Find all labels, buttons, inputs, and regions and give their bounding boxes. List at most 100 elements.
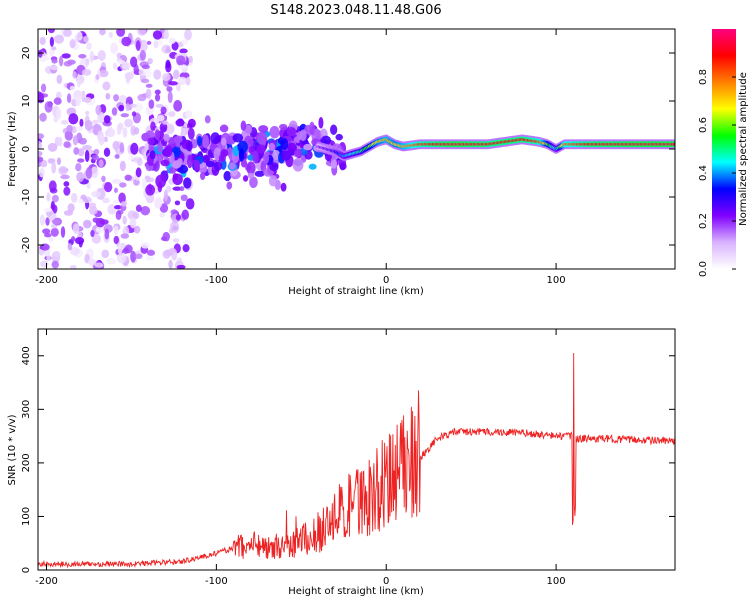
spectrogram-blob (163, 189, 168, 202)
spectrogram-blob (184, 29, 192, 41)
spectrogram-blob (38, 156, 44, 163)
spectrogram-blob (46, 192, 51, 202)
spectrogram-blob (120, 201, 127, 207)
spectrogram-blob (154, 197, 163, 209)
spectrogram-blob (148, 99, 155, 109)
spectrogram-blob (118, 104, 125, 112)
spectrogram-blob (294, 148, 303, 158)
spectrogram-blob (193, 159, 200, 171)
spectrogram-blob (162, 249, 171, 259)
spectrogram-blob (58, 55, 64, 67)
spectrogram-blob (86, 42, 92, 51)
spectrogram-blob (60, 226, 66, 238)
spectrogram-blob (76, 75, 82, 88)
spectrogram-blob (141, 177, 147, 190)
spectrogram-blob (176, 82, 181, 92)
spectrogram-blob (93, 148, 100, 156)
spectrogram-blob (112, 140, 120, 151)
spectrogram-blob (112, 62, 118, 70)
spectrogram-blob (48, 180, 57, 192)
spectrogram-blob (84, 120, 93, 131)
spectrogram-blob (335, 133, 343, 141)
spectrogram-blob (43, 207, 53, 213)
spectrogram-blob (120, 233, 130, 239)
spectrogram-blob (39, 36, 46, 46)
spectrogram-blob (70, 247, 80, 256)
spectrogram-blob (166, 86, 173, 92)
spectrogram-blob (111, 107, 118, 116)
spectrogram-blob (39, 260, 49, 268)
spectrogram-blob (280, 138, 289, 151)
spectrogram-blob (50, 65, 58, 71)
spectrogram-xtick-label: 0 (383, 275, 389, 286)
spectrogram-blob (229, 162, 236, 170)
spectrogram-blob (78, 53, 87, 59)
spectrogram-blob (67, 243, 73, 251)
spectrogram-blob (49, 36, 54, 47)
spectrogram-blob (129, 103, 137, 108)
spectrogram-blob (50, 227, 59, 237)
spectrogram-blob (38, 133, 45, 140)
spectrogram-blob (187, 127, 195, 140)
spectrogram-blob (128, 154, 134, 161)
spectrogram-blob (76, 31, 83, 41)
spectrogram-blob (99, 29, 106, 36)
spectrogram-blob (135, 204, 142, 212)
spectrogram-blob (106, 257, 117, 265)
snr-xtick-label: 100 (547, 576, 566, 587)
spectrogram-blob (247, 172, 255, 179)
spectrogram-blob (299, 129, 307, 142)
spectrogram-blob (88, 206, 98, 215)
spectrogram-blob (146, 40, 152, 45)
spectrogram-blob (124, 174, 132, 181)
spectrogram-blob (140, 205, 151, 216)
spectrogram-blob (75, 163, 82, 172)
spectrogram-blob (84, 150, 90, 163)
spectrogram-blob (172, 226, 179, 231)
spectrogram-blob (44, 101, 53, 113)
spectrogram-blob (227, 147, 233, 158)
ridge-core (672, 142, 675, 146)
spectrogram-blob (202, 134, 210, 149)
spectrogram-blob (111, 178, 122, 184)
spectrogram-blob (145, 163, 154, 172)
spectrogram-blob (51, 58, 58, 64)
spectrogram-blob (38, 140, 43, 150)
spectrogram-blob (140, 242, 150, 249)
spectrogram-blob (144, 67, 152, 79)
spectrogram-blob (145, 184, 156, 196)
spectrogram-blob (95, 74, 100, 81)
spectrogram-blob (219, 124, 229, 133)
spectrogram-blob (117, 243, 123, 255)
spectrogram-blob (177, 76, 187, 86)
spectrogram-blob (98, 134, 105, 146)
spectrogram-blob (51, 46, 57, 51)
spectrogram-blob (115, 210, 122, 221)
spectrogram-blob (179, 185, 185, 192)
spectrogram-blob (162, 120, 168, 125)
spectrogram-blob (134, 127, 140, 135)
spectrogram-blob (268, 175, 278, 187)
spectrogram-blob (83, 96, 92, 103)
spectrogram-blob (176, 55, 186, 66)
spectrogram-blob (205, 160, 215, 168)
spectrogram-blob (172, 173, 183, 186)
spectrogram-blob (116, 253, 127, 264)
spectrogram-blob (162, 73, 171, 82)
spectrogram-blob (130, 56, 138, 68)
spectrogram-blob (99, 69, 109, 78)
spectrogram-blob (119, 142, 125, 153)
spectrogram-blob (160, 106, 167, 115)
snr-xtick-label: 0 (383, 576, 389, 587)
spectrogram-blob (83, 35, 89, 44)
spectrogram-blob (179, 48, 188, 54)
spectrogram-blob (155, 174, 167, 189)
spectrogram-blob (82, 144, 92, 151)
spectrogram-blob (91, 234, 102, 244)
spectrogram-blob (149, 150, 156, 160)
spectrogram-blob (48, 235, 54, 242)
spectrogram-blob (40, 83, 47, 93)
spectrogram-blob (147, 137, 155, 145)
